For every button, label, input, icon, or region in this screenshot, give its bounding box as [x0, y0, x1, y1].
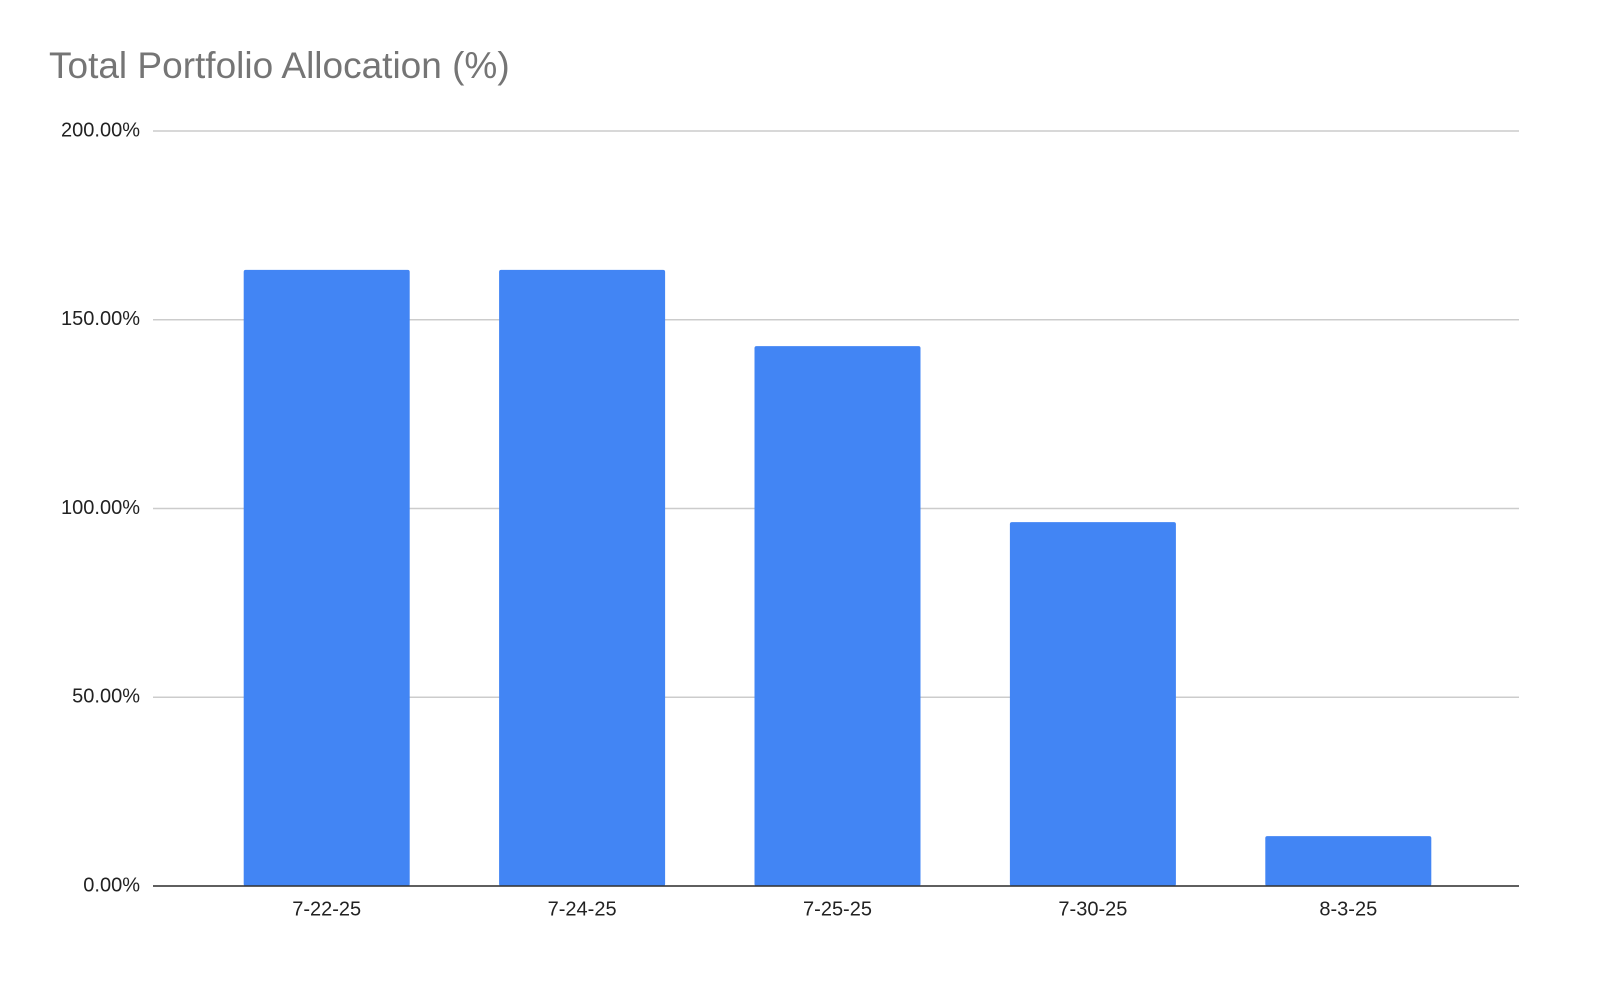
x-tick-label: 7-22-25: [292, 898, 361, 920]
bar: [1265, 836, 1432, 886]
y-tick-label: 150.00%: [61, 308, 140, 330]
bar: [243, 269, 410, 886]
x-tick-label: 8-3-25: [1319, 898, 1377, 920]
x-tick-label: 7-30-25: [1058, 898, 1127, 920]
bar: [499, 269, 666, 886]
y-tick-label: 200.00%: [61, 119, 140, 141]
y-tick-label: 0.00%: [83, 874, 140, 896]
bar: [754, 346, 921, 886]
y-tick-label: 100.00%: [61, 497, 140, 519]
bar: [1009, 522, 1176, 886]
x-tick-label: 7-25-25: [803, 898, 872, 920]
chart-title: Total Portfolio Allocation (%): [49, 45, 510, 86]
x-tick-label: 7-24-25: [548, 898, 617, 920]
y-tick-label: 50.00%: [72, 686, 140, 708]
